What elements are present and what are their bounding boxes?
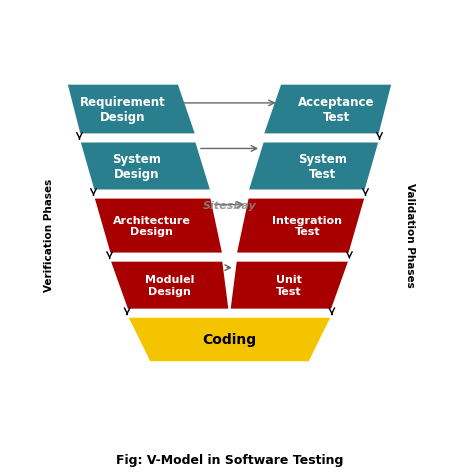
Polygon shape — [110, 261, 230, 310]
Text: Architecture
Design: Architecture Design — [113, 215, 190, 237]
Text: System
Test: System Test — [298, 153, 347, 180]
Text: Requirement
Design: Requirement Design — [80, 96, 166, 124]
Text: Acceptance
Test: Acceptance Test — [298, 96, 375, 124]
Polygon shape — [230, 261, 349, 310]
Text: Fig: V-Model in Software Testing: Fig: V-Model in Software Testing — [116, 454, 343, 466]
Polygon shape — [94, 198, 223, 254]
Polygon shape — [127, 317, 332, 363]
Polygon shape — [236, 198, 365, 254]
Text: Unit
Test: Unit Test — [276, 275, 302, 297]
Text: Integration
Test: Integration Test — [272, 215, 342, 237]
Text: Sitesbay: Sitesbay — [202, 200, 257, 210]
Text: Validation Phases: Validation Phases — [405, 183, 415, 287]
Polygon shape — [79, 142, 211, 191]
Polygon shape — [67, 84, 196, 135]
Text: System
Design: System Design — [112, 153, 161, 180]
Polygon shape — [248, 142, 380, 191]
Polygon shape — [263, 84, 392, 135]
Text: Modulel
Design: Modulel Design — [145, 275, 195, 297]
Text: Coding: Coding — [202, 333, 257, 347]
Text: Verification Phases: Verification Phases — [44, 178, 54, 291]
